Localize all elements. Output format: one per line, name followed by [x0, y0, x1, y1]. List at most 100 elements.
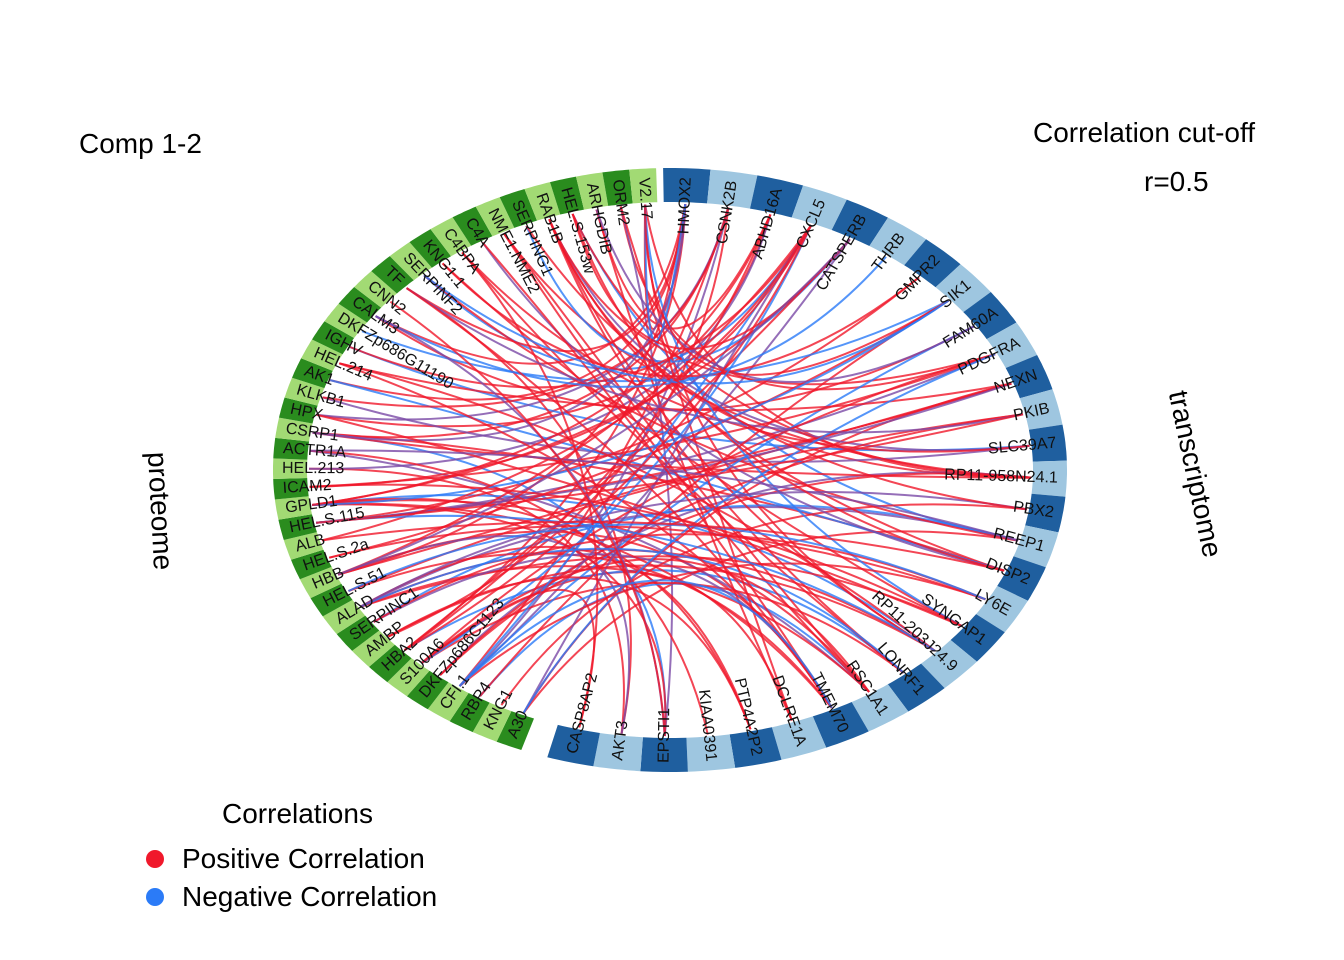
proteome-segment: [301, 339, 343, 371]
proteome-gene-label: V2.17: [635, 177, 655, 220]
transcriptome-segment: [1025, 493, 1066, 533]
transcriptome-segment: [976, 586, 1028, 633]
proteome-segment: [576, 172, 609, 210]
proteome-segment: [496, 711, 534, 750]
correlation-link: [481, 241, 833, 709]
transcriptome-segment: [686, 734, 736, 772]
proteome-segment: [406, 670, 449, 710]
transcriptome-segment: [791, 185, 847, 230]
correlation-link: [644, 204, 963, 628]
transcriptome-segment: [1013, 525, 1059, 568]
correlation-link: [406, 204, 687, 353]
proteome-segment: [292, 358, 333, 389]
correlation-link: [309, 449, 709, 735]
correlation-link: [619, 206, 793, 721]
correlation-link: [339, 362, 936, 652]
gene-ring: [273, 168, 1067, 772]
proteome-segment: [524, 182, 561, 221]
transcriptome-segment: [663, 168, 711, 204]
proteome-segment: [352, 630, 395, 667]
transcriptome-segment: [997, 556, 1046, 601]
transcriptome-gene-label: PBX2: [1012, 499, 1055, 522]
correlation-link: [311, 494, 936, 652]
proteome-segment: [475, 197, 515, 237]
proteome-gene-label: ACTR1A: [282, 440, 347, 462]
transcriptome-segment: [1031, 460, 1067, 497]
transcriptome-segment: [1019, 389, 1063, 430]
transcriptome-segment: [986, 322, 1038, 368]
correlation-link: [388, 576, 752, 730]
correlation-link: [403, 224, 813, 652]
proteome-segment: [275, 417, 313, 442]
transcriptome-gene-label: AKT3: [609, 719, 631, 761]
correlation-link: [337, 238, 851, 576]
correlation-link: [322, 207, 730, 408]
transcriptome-segment: [904, 239, 961, 288]
correlation-link: [312, 502, 833, 709]
proteome-segment: [449, 693, 490, 733]
correlation-link: [461, 251, 1030, 453]
proteome-segment: [274, 496, 312, 520]
proteome-segment: [430, 217, 472, 257]
correlation-link: [308, 467, 625, 734]
correlation-link: [309, 224, 813, 488]
proteome-segment: [310, 583, 353, 617]
cutoff-title: Correlation cut-off: [1033, 117, 1256, 148]
correlation-link: [571, 213, 1005, 572]
proteome-gene-label: GPLD1: [284, 493, 338, 517]
correlation-link: [619, 206, 996, 391]
transcriptome-segment: [921, 640, 977, 689]
transcriptome-segment: [950, 614, 1005, 662]
legend-label-negative: Negative Correlation: [182, 881, 438, 912]
proteome-segment: [389, 242, 432, 281]
transcriptome-segment: [812, 702, 869, 748]
correlation-link: [348, 523, 986, 601]
proteome-gene-label: ICAM2: [282, 477, 332, 497]
proteome-segment: [283, 532, 324, 560]
correlation-link: [500, 503, 1028, 706]
proteome-gene-label: ORM2: [609, 178, 632, 226]
correlation-legend: Correlations Positive Correlation Negati…: [146, 798, 437, 916]
proteome-block-label: proteome: [141, 451, 180, 571]
transcriptome-segment: [1005, 355, 1053, 399]
correlation-link: [403, 238, 851, 651]
proteome-segment: [387, 658, 430, 697]
proteome-segment: [472, 702, 512, 742]
correlation-link: [481, 242, 1005, 572]
proteome-segment: [602, 169, 633, 206]
proteome-segment: [452, 206, 493, 246]
transcriptome-segment: [963, 292, 1017, 340]
proteome-gene-label: HPX: [289, 401, 325, 425]
transcriptome-gene-label: SLC39A7: [987, 435, 1057, 458]
proteome-segment: [279, 397, 318, 424]
transcriptome-segment: [547, 724, 600, 767]
transcriptome-segment: [729, 727, 782, 768]
transcriptome-segment: [593, 733, 643, 772]
correlation-link: [389, 300, 666, 737]
correlation-link: [548, 218, 996, 386]
proteome-segment: [299, 566, 342, 599]
legend-label-positive: Positive Correlation: [182, 843, 425, 874]
correlation-link: [359, 547, 905, 674]
transcriptome-segment: [1028, 424, 1067, 462]
proteome-segment: [427, 682, 469, 722]
transcriptome-segment: [707, 169, 758, 209]
proteome-segment: [336, 615, 380, 651]
correlation-link: [359, 491, 1028, 608]
transcriptome-segment: [851, 684, 909, 732]
cutoff-value: r=0.5: [1144, 166, 1209, 197]
proteome-segment: [278, 514, 317, 540]
correlation-link: [321, 520, 1005, 572]
transcriptome-segment: [887, 663, 945, 712]
correlation-link: [337, 224, 813, 576]
correlation-link: [403, 569, 905, 674]
proteome-segment: [312, 321, 355, 355]
correlation-link: [571, 213, 1031, 479]
correlation-link: [522, 353, 996, 714]
correlation-link: [548, 218, 905, 674]
correlation-link: [479, 299, 949, 697]
transcriptome-gene-label: RP11-203J24.9: [868, 588, 960, 675]
correlation-link: [309, 483, 963, 628]
proteome-segment: [369, 644, 412, 683]
correlation-link: [312, 431, 1031, 479]
